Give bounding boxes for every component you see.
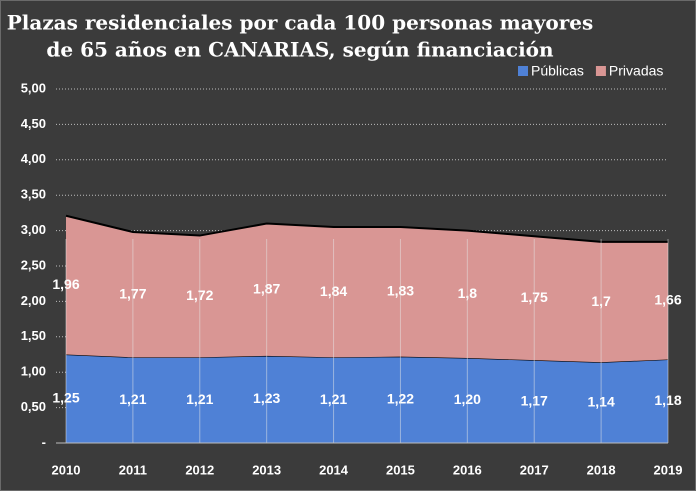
y-tick-label: 5,00 bbox=[21, 80, 46, 95]
legend-swatch bbox=[518, 66, 528, 76]
y-tick-label: 3,00 bbox=[21, 222, 46, 237]
area bbox=[66, 354, 668, 443]
legend-label: Privadas bbox=[609, 63, 663, 79]
x-tick-label: 2017 bbox=[520, 462, 549, 477]
y-tick-label: 2,50 bbox=[21, 257, 46, 272]
y-tick-label: 3,50 bbox=[21, 187, 46, 202]
y-tick-label: 4,00 bbox=[21, 151, 46, 166]
legend-swatch bbox=[595, 66, 606, 76]
chart-title: Plazas residenciales por cada 100 person… bbox=[7, 11, 594, 35]
x-tick-label: 2010 bbox=[52, 462, 81, 477]
chart-title: de 65 años en CANARIAS, según financiaci… bbox=[46, 38, 554, 62]
x-tick-label: 2011 bbox=[119, 462, 147, 477]
y-tick-label: - bbox=[42, 434, 46, 449]
x-tick-label: 2012 bbox=[185, 462, 214, 477]
x-tick-label: 2015 bbox=[386, 462, 415, 477]
area bbox=[66, 215, 668, 363]
y-tick-label: 1,50 bbox=[21, 328, 46, 343]
legend-label: Públicas bbox=[531, 63, 584, 79]
x-tick-label: 2016 bbox=[453, 462, 482, 477]
y-tick-label: 4,50 bbox=[21, 116, 46, 131]
area-edge bbox=[65, 214, 668, 243]
y-tick-label: 0,50 bbox=[21, 399, 46, 414]
x-tick-label: 2018 bbox=[587, 462, 616, 477]
y-tick-label: 1,00 bbox=[21, 364, 46, 379]
x-tick-label: 2014 bbox=[319, 462, 349, 477]
x-tick-label: 2013 bbox=[252, 462, 281, 477]
y-tick-label: 2,00 bbox=[21, 293, 46, 308]
x-tick-label: 2019 bbox=[654, 462, 683, 477]
